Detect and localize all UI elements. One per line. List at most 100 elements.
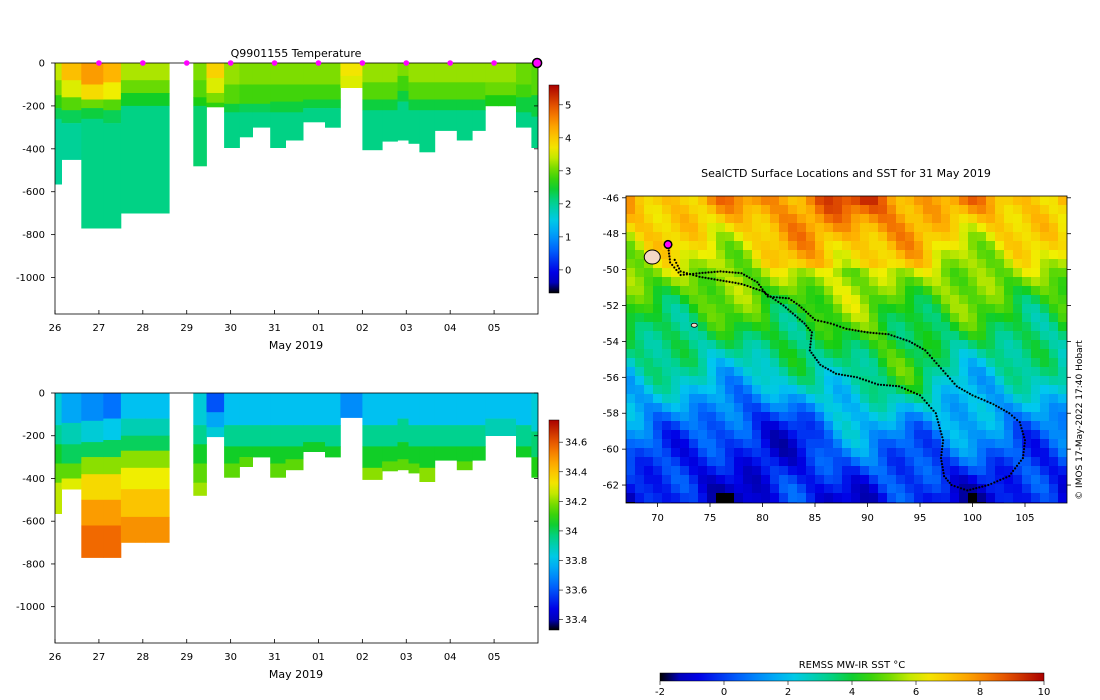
- sst-cell: [905, 394, 915, 404]
- sst-cell: [959, 241, 969, 251]
- sst-cell: [815, 421, 825, 431]
- sst-cell: [824, 223, 834, 233]
- sst-cell: [860, 448, 870, 458]
- sst-cell: [968, 403, 978, 413]
- sst-cell: [824, 394, 834, 404]
- sst-cell: [1004, 349, 1014, 359]
- sst-cell: [725, 331, 735, 341]
- section-cell: [103, 110, 122, 124]
- track-point: [928, 354, 931, 357]
- sst-cell: [860, 313, 870, 323]
- sst-cell: [932, 385, 942, 395]
- section-cell: [224, 112, 240, 148]
- sst-cell: [860, 493, 870, 503]
- track-point: [807, 312, 810, 315]
- sst-cell: [779, 340, 789, 350]
- sst-cell: [725, 286, 735, 296]
- section-cell: [145, 393, 170, 419]
- track-point: [878, 332, 881, 335]
- section-cell: [252, 393, 271, 426]
- section-cell: [206, 78, 225, 94]
- sst-cell: [887, 349, 897, 359]
- sst-cell: [635, 322, 645, 332]
- sst-cell: [869, 358, 879, 368]
- track-point: [1023, 442, 1026, 445]
- track-point: [971, 394, 974, 397]
- sst-cell: [842, 304, 852, 314]
- sst-cell: [815, 232, 825, 242]
- section-cell: [362, 110, 383, 151]
- section-cell: [239, 103, 253, 113]
- sst-cell: [752, 493, 762, 503]
- sst-cell: [635, 376, 645, 386]
- sst-cell: [824, 502, 834, 503]
- sst-cell: [1013, 250, 1023, 260]
- sst-cell: [887, 223, 897, 233]
- sst-cell: [959, 394, 969, 404]
- sst-cell: [644, 502, 654, 503]
- section-cell: [81, 118, 104, 229]
- x-tick-label: 04: [444, 652, 457, 663]
- sst-cell: [923, 367, 933, 377]
- sst-cell: [923, 394, 933, 404]
- sst-cell: [986, 349, 996, 359]
- sst-cell: [1031, 340, 1041, 350]
- sst-cell: [770, 403, 780, 413]
- sst-cell: [941, 358, 951, 368]
- track-point: [926, 351, 929, 355]
- y-tick-label: -800: [22, 230, 45, 241]
- sst-cell: [923, 439, 933, 449]
- x-tick-label: 05: [488, 652, 501, 663]
- sst-cell: [914, 493, 924, 503]
- sst-cell: [662, 358, 672, 368]
- section-cell: [55, 63, 62, 81]
- sst-cell: [671, 205, 681, 215]
- track-point: [969, 488, 972, 491]
- sst-cell: [716, 340, 726, 350]
- sst-cell: [689, 196, 699, 206]
- sst-cell: [770, 277, 780, 287]
- sst-cell: [887, 304, 897, 314]
- sst-cell: [887, 439, 897, 449]
- sst-cell: [1040, 448, 1050, 458]
- track-point: [858, 377, 862, 380]
- sst-cell: [662, 268, 672, 278]
- section-cell: [81, 442, 104, 458]
- sst-cell: [788, 358, 798, 368]
- sst-cell: [824, 277, 834, 287]
- section-cell: [55, 118, 62, 185]
- section-cell: [285, 63, 304, 85]
- sst-cell: [932, 457, 942, 467]
- sst-cell: [743, 286, 753, 296]
- sst-cell: [905, 223, 915, 233]
- sst-cell: [626, 448, 636, 458]
- map-title: SealCTD Surface Locations and SST for 31…: [701, 167, 991, 180]
- sst-cell: [1013, 385, 1023, 395]
- sst-cell: [950, 457, 960, 467]
- temp-plot-frame: [54, 62, 539, 315]
- sst-cell: [896, 277, 906, 287]
- sst-cell: [761, 439, 771, 449]
- sst-cell: [662, 484, 672, 494]
- section-cell: [103, 82, 122, 100]
- sst-cell: [950, 403, 960, 413]
- sst-cell: [689, 250, 699, 260]
- sst-cell: [725, 412, 735, 422]
- sst-cell: [680, 349, 690, 359]
- track-point: [807, 326, 810, 330]
- sst-cell: [905, 385, 915, 395]
- section-cell: [516, 393, 532, 426]
- section-cell: [340, 393, 363, 418]
- track-point: [958, 386, 961, 389]
- sst-cell: [1040, 196, 1050, 206]
- sst-cell: [869, 421, 879, 431]
- sst-cell: [842, 457, 852, 467]
- track-point: [809, 343, 812, 346]
- sst-cell: [1040, 214, 1050, 224]
- sst-cell: [1013, 394, 1023, 404]
- sst-cell: [941, 304, 951, 314]
- sst-cell: [950, 358, 960, 368]
- sst-cell: [1031, 403, 1041, 413]
- sst-cell: [869, 448, 879, 458]
- sst-cell: [797, 457, 807, 467]
